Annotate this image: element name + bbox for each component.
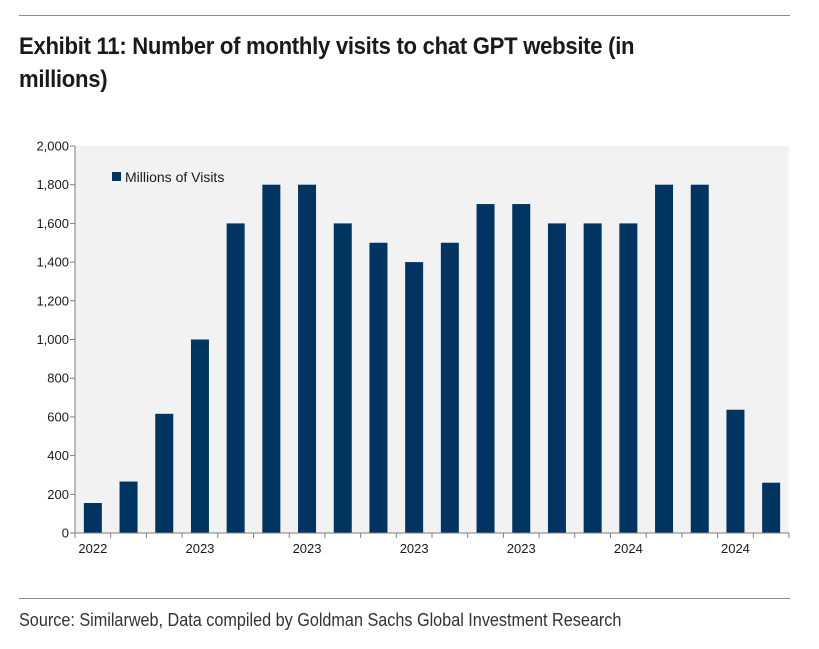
x-tick-label: 2022 <box>78 541 107 556</box>
source-note: Source: Similarweb, Data compiled by Gol… <box>19 610 622 630</box>
bar <box>226 223 245 533</box>
x-axis: 2022 2023 2023 2023 2023 2024 2024 <box>74 532 790 556</box>
bar <box>762 482 781 533</box>
bar <box>405 262 424 533</box>
y-tick-label: 2,000 <box>36 139 69 154</box>
x-tick-label: 2023 <box>185 541 214 556</box>
bar <box>298 184 317 533</box>
x-tick-label: 2024 <box>614 541 643 556</box>
bar-chart: 0 200 400 600 800 1,000 1,200 1,400 1,600 1,800 2,… <box>36 139 790 556</box>
x-tick-label: 2023 <box>400 541 429 556</box>
legend-swatch <box>112 172 121 181</box>
bar <box>583 223 602 533</box>
bar <box>690 184 709 533</box>
y-axis: 0 200 400 600 800 1,000 1,200 1,400 1,600 1,800 2,… <box>36 139 76 541</box>
bar <box>619 223 638 533</box>
y-tick-label: 800 <box>47 371 69 386</box>
y-tick-label: 1,200 <box>36 293 69 308</box>
y-tick-label: 1,000 <box>36 332 69 347</box>
y-tick-label: 1,600 <box>36 216 69 231</box>
top-rule <box>19 15 790 16</box>
bar <box>547 223 566 533</box>
legend-label: Millions of Visits <box>125 169 224 185</box>
y-tick-label: 600 <box>47 409 69 424</box>
bar <box>476 204 495 534</box>
bar <box>190 339 209 533</box>
chart-title: Exhibit 11: Number of monthly visits to … <box>19 33 635 93</box>
bar <box>440 242 459 533</box>
bar <box>119 481 138 533</box>
y-tick-label: 1,800 <box>36 177 69 192</box>
x-tick-label: 2024 <box>721 541 750 556</box>
bar-group <box>83 184 781 534</box>
bar <box>333 223 352 533</box>
bar <box>726 409 745 533</box>
x-tick-label: 2023 <box>293 541 322 556</box>
legend: Millions of Visits <box>112 169 224 185</box>
bar <box>262 184 281 533</box>
plot-background <box>75 146 789 533</box>
y-tick-label: 1,400 <box>36 255 69 270</box>
bar <box>369 242 388 533</box>
bar <box>155 413 174 533</box>
y-tick-label: 200 <box>47 487 69 502</box>
y-tick-label: 400 <box>47 448 69 463</box>
y-tick-label: 0 <box>62 526 69 541</box>
bar <box>655 184 674 533</box>
bottom-rule <box>19 598 790 599</box>
bar <box>512 204 531 534</box>
bar <box>83 503 102 533</box>
x-tick-label: 2023 <box>507 541 536 556</box>
